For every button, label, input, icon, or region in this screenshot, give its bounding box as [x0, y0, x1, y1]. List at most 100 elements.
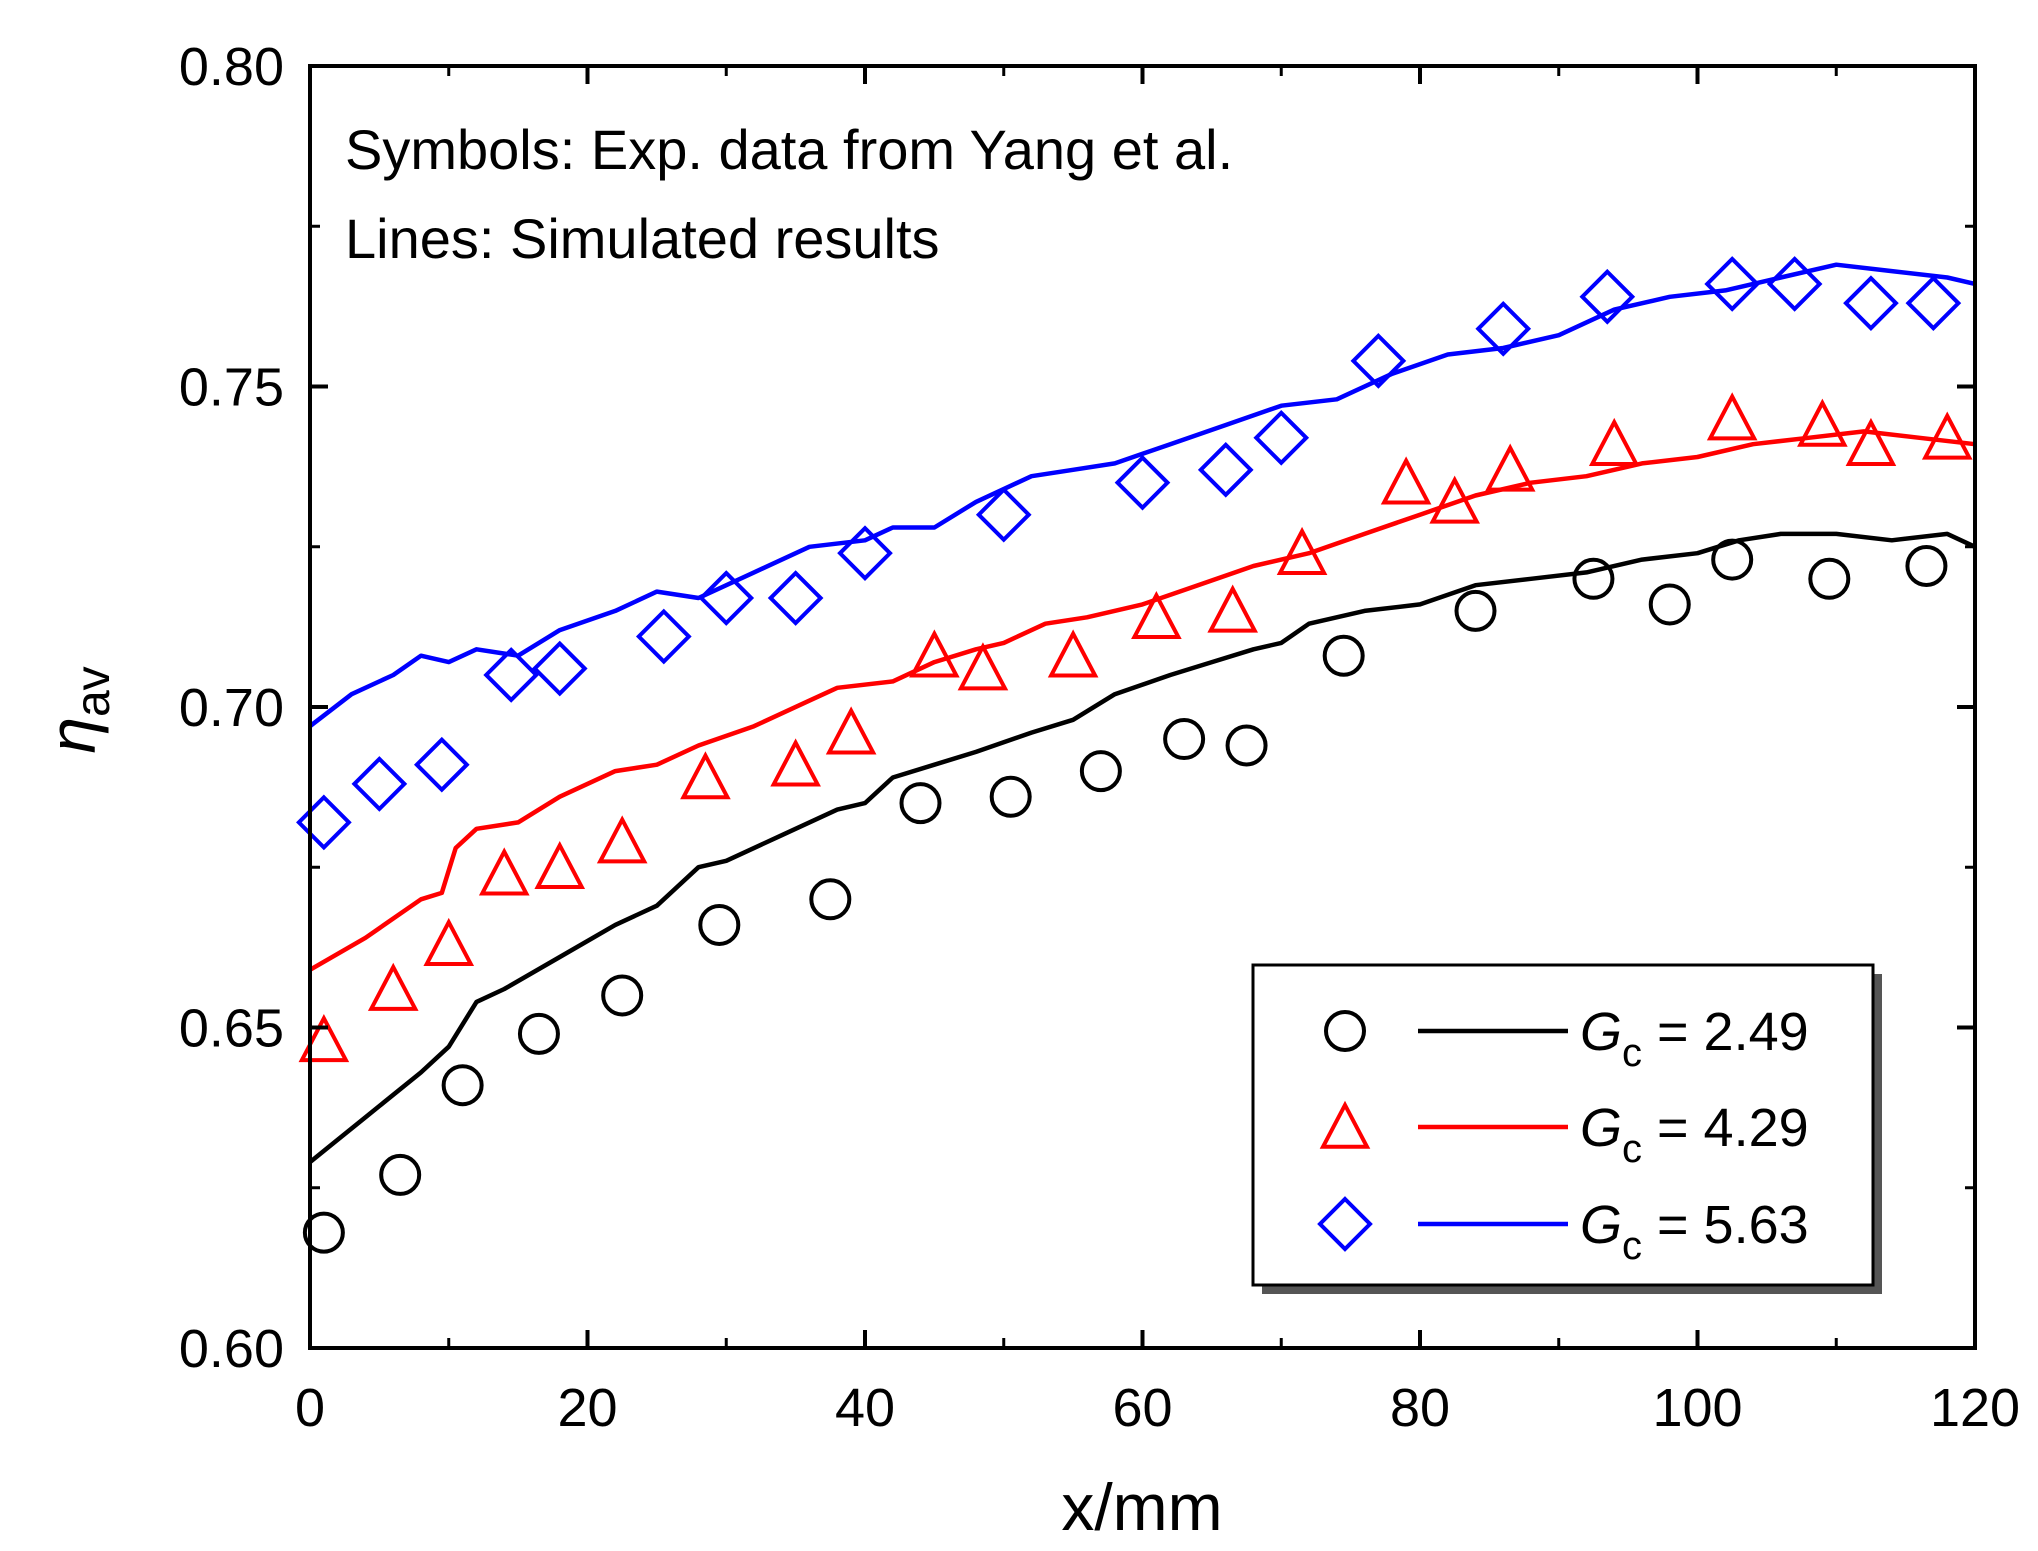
series-3-simulated-line	[308, 262, 1976, 728]
series-3-exp-point-18	[1766, 256, 1823, 312]
series-1-exp-point-11	[1163, 718, 1206, 761]
series-3-exp-point-19	[1843, 275, 1899, 331]
series-3-exp-point-12	[1197, 442, 1254, 498]
series-3-exp-point-11	[1114, 454, 1171, 511]
plot-data	[296, 256, 1976, 1254]
series-2-exp-point-17	[1429, 475, 1481, 524]
series-2-exp-point-16	[1380, 456, 1432, 505]
series-1-exp-point-12	[1225, 724, 1268, 767]
series-2-simulated-line	[308, 429, 1976, 972]
series-1-exp-point-3	[441, 1064, 484, 1107]
legend-sub: c	[1622, 1127, 1642, 1171]
y-axis-symbol: η	[35, 717, 109, 754]
series-2-exp-point-3	[423, 917, 475, 966]
annotation-lines: Lines: Simulated results	[345, 207, 940, 270]
series-3-exp-point-13	[1253, 409, 1310, 466]
series-2-exp-point-18	[1484, 443, 1536, 492]
y-tick-label: 0.60	[179, 1319, 284, 1379]
series-3-exp-point-17	[1704, 256, 1761, 312]
series-1	[302, 531, 1976, 1254]
y-tick-label: 0.75	[179, 358, 284, 418]
series-2-exp-point-1	[298, 1014, 350, 1063]
series-2-exp-point-2	[367, 962, 419, 1011]
legend-marker-2	[1319, 1100, 1371, 1149]
series-3-exp-point-14	[1350, 333, 1407, 389]
legend-item-3: Gc = 5.63	[1317, 1195, 1809, 1268]
legend-value: = 2.49	[1642, 1002, 1809, 1062]
series-1-exp-point-14	[1454, 589, 1497, 632]
series-2-exp-point-21	[1797, 398, 1848, 447]
series-3-exp-point-15	[1475, 300, 1532, 357]
series-2-exp-point-22	[1845, 417, 1897, 466]
legend-sub: c	[1622, 1031, 1642, 1075]
series-2-exp-point-19	[1588, 417, 1640, 466]
series-3-exp-point-7	[698, 570, 755, 626]
legend-label-3: Gc = 5.63	[1580, 1195, 1809, 1268]
series-2-exp-point-15	[1276, 526, 1328, 575]
series-3-exp-point-16	[1579, 268, 1636, 325]
series-1-exp-point-2	[379, 1153, 422, 1196]
series-1-exp-point-19	[1905, 544, 1948, 587]
series-3-exp-point-2	[351, 756, 408, 812]
series-1-exp-point-18	[1808, 557, 1851, 600]
series-1-simulated-line	[308, 531, 1976, 1164]
series-2-exp-point-14	[1207, 584, 1259, 633]
x-tick-label: 80	[1390, 1378, 1450, 1438]
series-2-exp-point-4	[478, 847, 530, 896]
x-tick-label: 100	[1652, 1378, 1742, 1438]
axis-ticks: 0 20 40 60 80 100 120 0.60 0.65 0.70 0.75 0.80	[179, 37, 2020, 1438]
series-1-exp-point-10	[1079, 750, 1122, 793]
series-2-exp-point-12	[1047, 629, 1099, 678]
annotation-symbols: Symbols: Exp. data from Yang et al.	[345, 118, 1233, 181]
svg-text:ηav: ηav	[35, 666, 120, 753]
series-1-exp-point-5	[601, 974, 644, 1017]
y-tick-label: 0.70	[179, 678, 284, 738]
series-1-exp-point-7	[809, 878, 852, 921]
legend-item-1: Gc = 2.49	[1324, 1002, 1809, 1075]
x-tick-label: 40	[835, 1378, 895, 1438]
legend-var: G	[1580, 1002, 1622, 1062]
series-2	[298, 392, 1976, 1063]
legend-var: G	[1580, 1098, 1622, 1158]
series-3-exp-point-3	[413, 736, 470, 793]
series-2-exp-point-6	[596, 815, 648, 864]
series-2-exp-point-11	[957, 642, 1009, 691]
y-axis-title: ηav	[35, 666, 120, 753]
series-1-exp-point-15	[1572, 557, 1615, 600]
series-1-exp-point-4	[517, 1012, 560, 1055]
series-1-exp-point-9	[989, 775, 1032, 818]
series-2-exp-point-13	[1131, 590, 1182, 640]
x-tick-label: 60	[1112, 1378, 1172, 1438]
y-axis-subscript: av	[67, 666, 120, 717]
series-2-exp-point-23	[1921, 411, 1973, 460]
series-3	[296, 256, 1976, 851]
series-2-exp-point-10	[909, 629, 960, 678]
series-3-exp-point-1	[296, 794, 352, 851]
series-2-exp-point-5	[534, 840, 586, 890]
legend-value: = 4.29	[1642, 1098, 1809, 1158]
y-tick-label: 0.65	[179, 999, 284, 1059]
series-1-exp-point-13	[1322, 634, 1365, 677]
legend-marker-1	[1324, 1010, 1366, 1052]
legend-marker-3	[1317, 1196, 1373, 1252]
series-3-exp-point-8	[767, 570, 824, 626]
series-3-exp-point-5	[531, 640, 588, 697]
series-2-exp-point-7	[680, 751, 731, 800]
series-2-exp-point-8	[770, 738, 821, 787]
x-axis-title: x/mm	[1061, 1470, 1222, 1544]
series-2-exp-point-9	[825, 706, 877, 755]
x-tick-label: 120	[1930, 1378, 2020, 1438]
series-3-exp-point-6	[635, 608, 692, 665]
series-1-exp-point-1	[302, 1211, 345, 1254]
legend-value: = 5.63	[1642, 1195, 1809, 1255]
x-tick-label: 20	[557, 1378, 617, 1438]
y-tick-label: 0.80	[179, 37, 284, 97]
legend-sub: c	[1622, 1224, 1642, 1268]
legend-label-1: Gc = 2.49	[1580, 1002, 1809, 1075]
series-1-exp-point-8	[899, 782, 942, 825]
x-tick-label: 0	[295, 1378, 325, 1438]
series-2-exp-point-20	[1706, 392, 1758, 441]
